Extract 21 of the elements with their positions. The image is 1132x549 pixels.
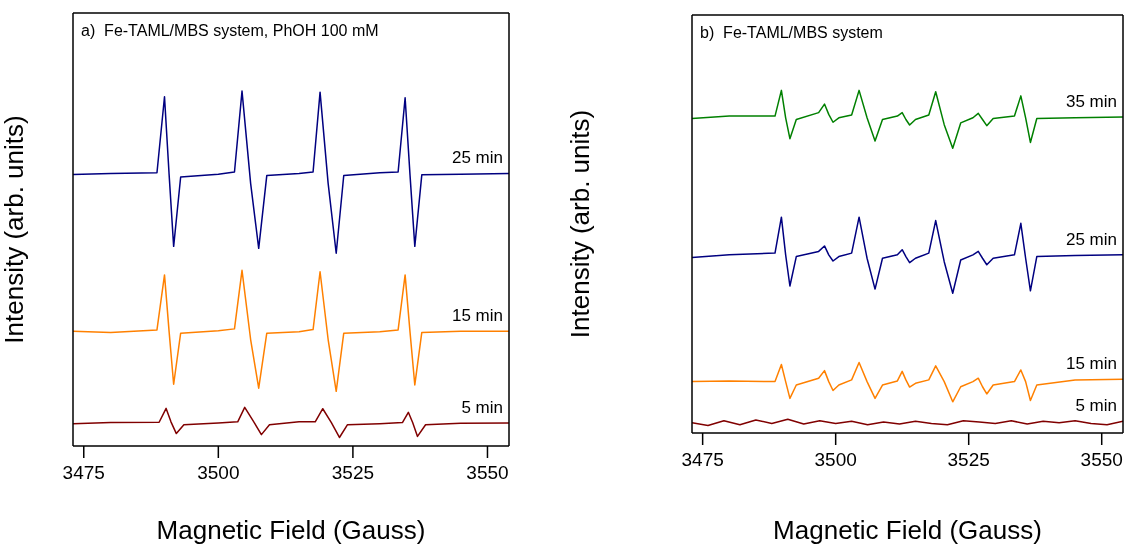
series-label: 15 min <box>1065 354 1117 374</box>
series-label: 25 min <box>451 148 503 168</box>
series-label: 5 min <box>1075 396 1117 416</box>
x-tick-label: 3525 <box>947 449 990 471</box>
series-label: 35 min <box>1065 92 1117 112</box>
y-axis-title: Intensity (arb. units) <box>565 109 596 339</box>
x-tick-label: 3500 <box>197 462 240 484</box>
chart-title: b) Fe-TAML/MBS system <box>700 24 883 42</box>
chart-title: a) Fe-TAML/MBS system, PhOH 100 mM <box>81 22 379 40</box>
x-tick-label: 3500 <box>814 449 857 471</box>
x-axis-title: Magnetic Field (Gauss) <box>773 515 1042 545</box>
x-axis-title: Magnetic Field (Gauss) <box>156 515 426 545</box>
series-label: 5 min <box>461 397 503 417</box>
x-tick-label: 3525 <box>331 462 375 484</box>
x-tick-label: 3475 <box>62 462 105 484</box>
x-tick-label: 3550 <box>1080 449 1123 471</box>
y-axis-title: Intensity (arb. units) <box>0 115 30 344</box>
x-tick-label: 3550 <box>466 462 509 484</box>
series-label: 15 min <box>451 306 503 326</box>
x-tick-label: 3475 <box>681 449 724 471</box>
series-label: 25 min <box>1065 229 1117 249</box>
